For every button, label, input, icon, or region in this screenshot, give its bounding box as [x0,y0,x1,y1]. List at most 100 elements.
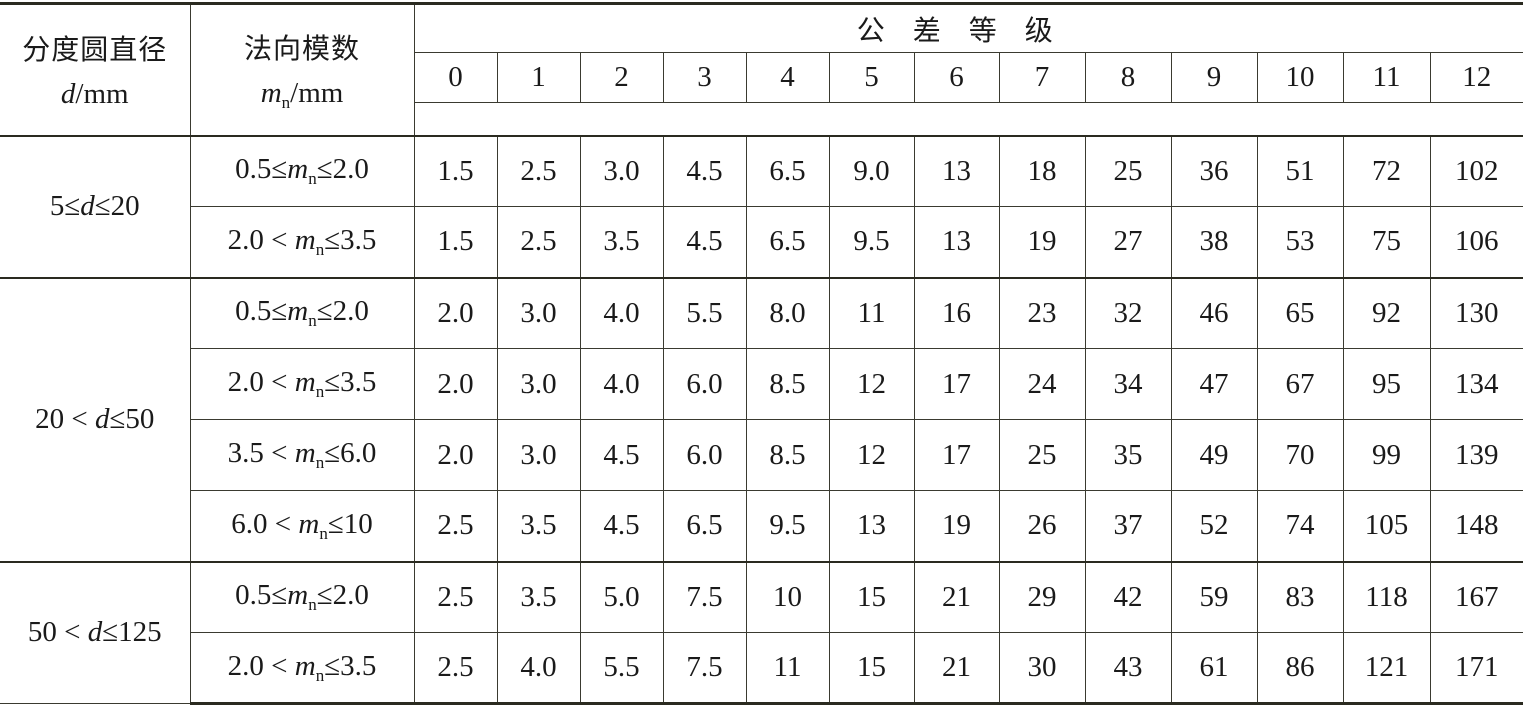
header-pitch-diameter: 分度圆直径 d/mm [0,2,191,136]
tolerance-value-grade-0: 1.5 [413,206,498,278]
tolerance-value-grade-8: 32 [1084,276,1172,349]
header-pitch-diameter-title: 分度圆直径 [22,33,168,67]
normal-module-range: 3.5 < mn≤6.0 [189,419,415,491]
header-normal-module: 法向模数 mn/mm [189,2,415,136]
tolerance-value-grade-11: 75 [1342,206,1431,278]
tolerance-value-grade-1: 3.5 [496,490,581,562]
tolerance-value-grade-4: 8.5 [745,348,830,420]
tolerance-value-grade-11: 121 [1342,632,1431,705]
tolerance-value-grade-4: 6.5 [745,134,830,207]
tolerance-value-grade-6: 19 [913,490,1000,562]
tolerance-value-grade-10: 67 [1256,348,1344,420]
tolerance-value-grade-2: 4.5 [579,419,664,491]
tolerance-value-grade-0: 2.5 [413,632,498,705]
tolerance-value-grade-11: 118 [1342,560,1431,633]
tolerance-value-grade-1: 4.0 [496,632,581,705]
tolerance-value-grade-2: 4.0 [579,348,664,420]
tolerance-value-grade-0: 2.0 [413,348,498,420]
table-row: 3.5 < mn≤6.0 2.0 3.0 4.5 6.0 8.5 12 17 25 35 49 70 9… [0,419,1523,491]
table-row: 20 < d≤50 0.5≤mn≤2.0 2.0 3.0 4.0 5.5 8.0 11 16 23… [0,276,1523,562]
tolerance-value-grade-10: 86 [1256,632,1344,705]
table-row: 50 < d≤125 0.5≤mn≤2.0 2.5 3.5 5.0 7.5 10 15 21 29… [0,560,1523,704]
tolerance-value-grade-10: 74 [1256,490,1344,562]
tolerance-value-grade-9: 49 [1170,419,1258,491]
tolerance-value-grade-6: 13 [913,206,1000,278]
tolerance-value-grade-2: 3.0 [579,134,664,207]
grade-1: 1 [496,52,581,103]
grade-12: 12 [1429,52,1523,103]
tolerance-value-grade-10: 83 [1256,560,1344,633]
grade-11: 11 [1342,52,1431,103]
tolerance-value-grade-0: 2.0 [413,276,498,349]
header-spacer [413,102,1523,136]
pitch-diameter-range: 5≤d≤20 [0,134,191,278]
tolerance-value-grade-8: 25 [1084,134,1172,207]
grade-4: 4 [745,52,830,103]
grade-7: 7 [998,52,1086,103]
tolerance-value-grade-3: 6.5 [662,490,747,562]
tolerance-value-grade-11: 95 [1342,348,1431,420]
grade-0: 0 [413,52,498,103]
tolerance-value-grade-12: 148 [1429,490,1523,562]
tolerance-value-grade-9: 36 [1170,134,1258,207]
tolerance-value-grade-4: 11 [745,632,830,705]
tolerance-value-grade-4: 9.5 [745,490,830,562]
tolerance-value-grade-2: 5.0 [579,560,664,633]
tolerance-value-grade-0: 2.0 [413,419,498,491]
tolerance-value-grade-10: 51 [1256,134,1344,207]
tolerance-value-grade-7: 26 [998,490,1086,562]
tolerance-value-grade-1: 3.0 [496,348,581,420]
normal-module-range: 2.0 < mn≤3.5 [189,632,415,705]
tolerance-value-grade-3: 6.0 [662,419,747,491]
tolerance-value-grade-10: 53 [1256,206,1344,278]
tolerance-value-grade-7: 24 [998,348,1086,420]
normal-module-range: 2.0 < mn≤3.5 [189,348,415,420]
tolerance-value-grade-5: 15 [828,560,915,633]
tolerance-value-grade-5: 9.0 [828,134,915,207]
normal-module-range: 0.5≤mn≤2.0 [189,276,415,349]
tolerance-value-grade-11: 92 [1342,276,1431,349]
tolerance-value-grade-12: 134 [1429,348,1523,420]
tolerance-value-grade-9: 52 [1170,490,1258,562]
tolerance-value-grade-6: 16 [913,276,1000,349]
tolerance-value-grade-0: 2.5 [413,490,498,562]
grade-8: 8 [1084,52,1172,103]
tolerance-value-grade-1: 3.5 [496,560,581,633]
tolerance-value-grade-1: 3.0 [496,276,581,349]
tolerance-value-grade-8: 43 [1084,632,1172,705]
tolerance-value-grade-8: 27 [1084,206,1172,278]
grade-row: 0 1 2 3 4 5 6 7 8 9 10 11 12 [0,52,1523,103]
tolerance-value-grade-11: 72 [1342,134,1431,207]
tolerance-value-grade-7: 23 [998,276,1086,349]
tolerance-value-grade-8: 35 [1084,419,1172,491]
tolerance-value-grade-9: 46 [1170,276,1258,349]
tolerance-value-grade-2: 3.5 [579,206,664,278]
tolerance-value-grade-4: 8.0 [745,276,830,349]
tolerance-value-grade-4: 6.5 [745,206,830,278]
tolerance-value-grade-10: 70 [1256,419,1344,491]
grade-6: 6 [913,52,1000,103]
tolerance-value-grade-11: 105 [1342,490,1431,562]
tolerance-value-grade-8: 42 [1084,560,1172,633]
tolerance-value-grade-1: 3.0 [496,419,581,491]
tolerance-value-grade-7: 18 [998,134,1086,207]
table-row: 5≤d≤20 0.5≤mn≤2.0 1.5 2.5 3.0 4.5 6.5 9.0 13 18 25… [0,134,1523,278]
grade-5: 5 [828,52,915,103]
tolerance-value-grade-5: 9.5 [828,206,915,278]
tolerance-value-grade-3: 7.5 [662,560,747,633]
table-row: 2.0 < mn≤3.5 2.5 4.0 5.5 7.5 11 15 21 30 43 61 86 12… [0,632,1523,705]
header-pitch-diameter-unit: d/mm [60,78,129,111]
tolerance-value-grade-12: 106 [1429,206,1523,278]
tolerance-value-grade-8: 37 [1084,490,1172,562]
header-tolerance-grade: 公差等级 [413,2,1523,53]
tolerance-value-grade-3: 7.5 [662,632,747,705]
grade-10: 10 [1256,52,1344,103]
pitch-diameter-range: 50 < d≤125 [0,560,191,704]
header-normal-module-unit: mn/mm [260,76,344,112]
table-row: 2.0 < mn≤3.5 2.0 3.0 4.0 6.0 8.5 12 17 24 34 47 67 9… [0,348,1523,420]
tolerance-value-grade-12: 167 [1429,560,1523,633]
tolerance-value-grade-11: 99 [1342,419,1431,491]
tolerance-value-grade-12: 130 [1429,276,1523,349]
tolerance-value-grade-5: 12 [828,419,915,491]
